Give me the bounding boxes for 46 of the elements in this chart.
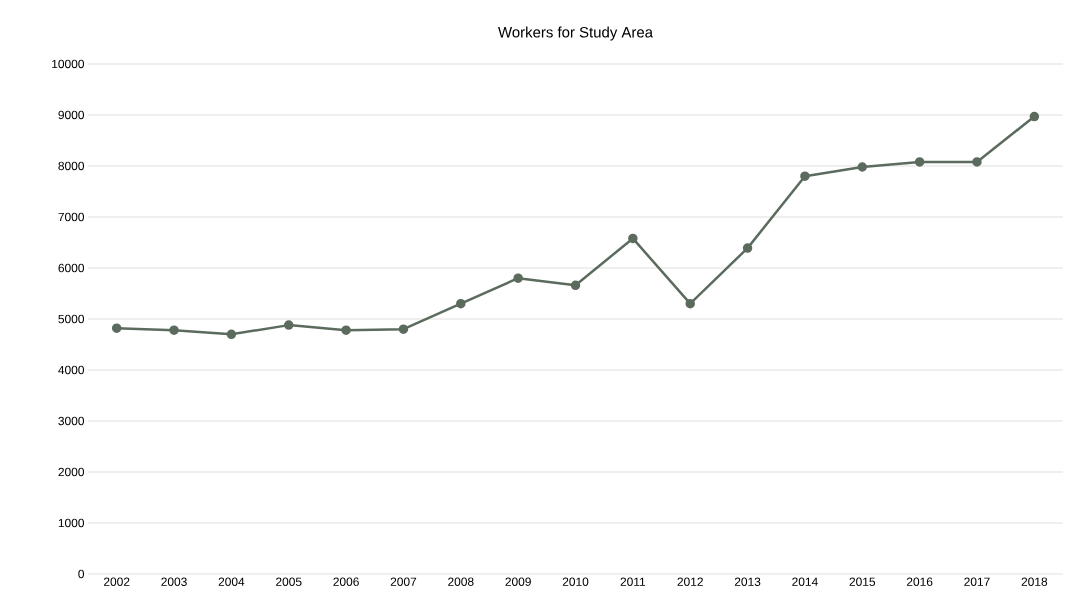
y-tick-label: 10000 [52, 59, 85, 69]
point [857, 162, 868, 172]
point [800, 171, 810, 181]
point [226, 329, 237, 340]
y-tick-label: 4000 [58, 365, 85, 375]
point [914, 157, 925, 167]
x-tick-label: 2007 [390, 577, 417, 586]
x-tick-label: 2006 [333, 577, 359, 586]
x-tick-label: 2015 [849, 577, 876, 586]
x-tick-label: 2002 [103, 577, 130, 586]
point [456, 298, 466, 309]
y-tick-label: 2000 [58, 467, 85, 477]
point [398, 324, 409, 334]
y-tick-label: 0 [78, 569, 85, 579]
point [972, 157, 982, 167]
y-tick-label: 7000 [58, 212, 85, 222]
point [283, 320, 294, 330]
point [742, 243, 753, 253]
point [169, 325, 179, 335]
x-tick-label: 2014 [792, 577, 818, 586]
y-tick-label: 6000 [58, 263, 85, 273]
point [513, 273, 523, 283]
y-tick-label: 1000 [58, 518, 85, 528]
x-tick-label: 2011 [620, 577, 646, 586]
x-tick-label: 2012 [677, 577, 703, 586]
y-tick-label: 5000 [58, 314, 85, 324]
x-tick-label: 2004 [218, 577, 245, 586]
x-tick-label: 2005 [276, 577, 302, 586]
x-tick-label: 2017 [964, 577, 990, 586]
chart-title: Workers for Study Area [498, 26, 654, 41]
y-tick-label: 3000 [58, 416, 85, 426]
y-tick-label: 8000 [58, 161, 85, 171]
point [628, 233, 638, 244]
y-tick-label: 9000 [58, 110, 85, 120]
x-tick-label: 2008 [448, 577, 474, 586]
point [111, 323, 122, 333]
x-tick-label: 2018 [1021, 577, 1048, 586]
x-tick-label: 2003 [161, 577, 187, 586]
x-tick-label: 2010 [562, 577, 589, 586]
point [570, 280, 581, 291]
point [1029, 111, 1040, 122]
x-tick-label: 2016 [906, 577, 933, 586]
point [341, 325, 351, 335]
x-tick-label: 2013 [734, 577, 761, 586]
x-tick-label: 2009 [505, 577, 531, 586]
point [685, 298, 695, 309]
